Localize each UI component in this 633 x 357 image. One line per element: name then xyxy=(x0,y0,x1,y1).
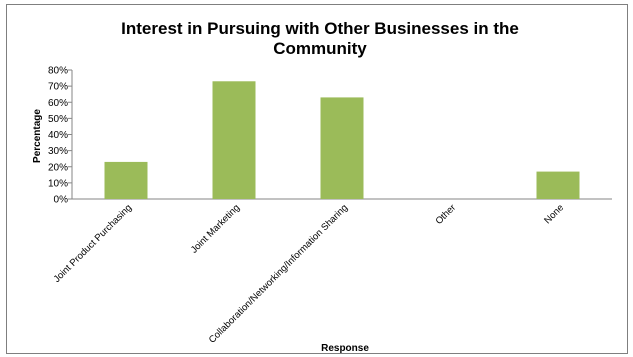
y-tick-label: 80% xyxy=(48,66,68,77)
x-category-label: Other xyxy=(434,202,459,227)
bar xyxy=(320,97,364,199)
chart-title-line-1: Interest in Pursuing with Other Business… xyxy=(121,19,519,38)
y-tick-label: 20% xyxy=(48,162,68,173)
x-axis-label: Response xyxy=(321,343,369,354)
y-tick-group: 0% 10% 20% 30% 40% 50% 60% 70% 80% xyxy=(48,66,72,206)
y-tick-label: 50% xyxy=(48,114,68,125)
x-category-label-group: Joint Product Purchasing Joint MarketingC… xyxy=(52,202,566,345)
x-category-label: None xyxy=(542,202,566,226)
y-tick-label: 60% xyxy=(48,98,68,109)
y-tick-label: 30% xyxy=(48,146,68,157)
x-category-label: Joint Product Purchasing xyxy=(52,202,134,284)
bar-group xyxy=(104,81,580,199)
y-axis-label: Percentage xyxy=(32,109,43,163)
y-tick-label: 10% xyxy=(48,178,68,189)
y-tick-label: 0% xyxy=(54,195,69,206)
x-category-label: Joint Marketing xyxy=(189,202,242,255)
y-tick-label: 70% xyxy=(48,82,68,93)
bar xyxy=(104,161,148,199)
bar xyxy=(536,171,580,199)
y-tick-label: 40% xyxy=(48,130,68,141)
bar xyxy=(212,81,256,199)
chart-title-line-2: Community xyxy=(273,39,367,58)
